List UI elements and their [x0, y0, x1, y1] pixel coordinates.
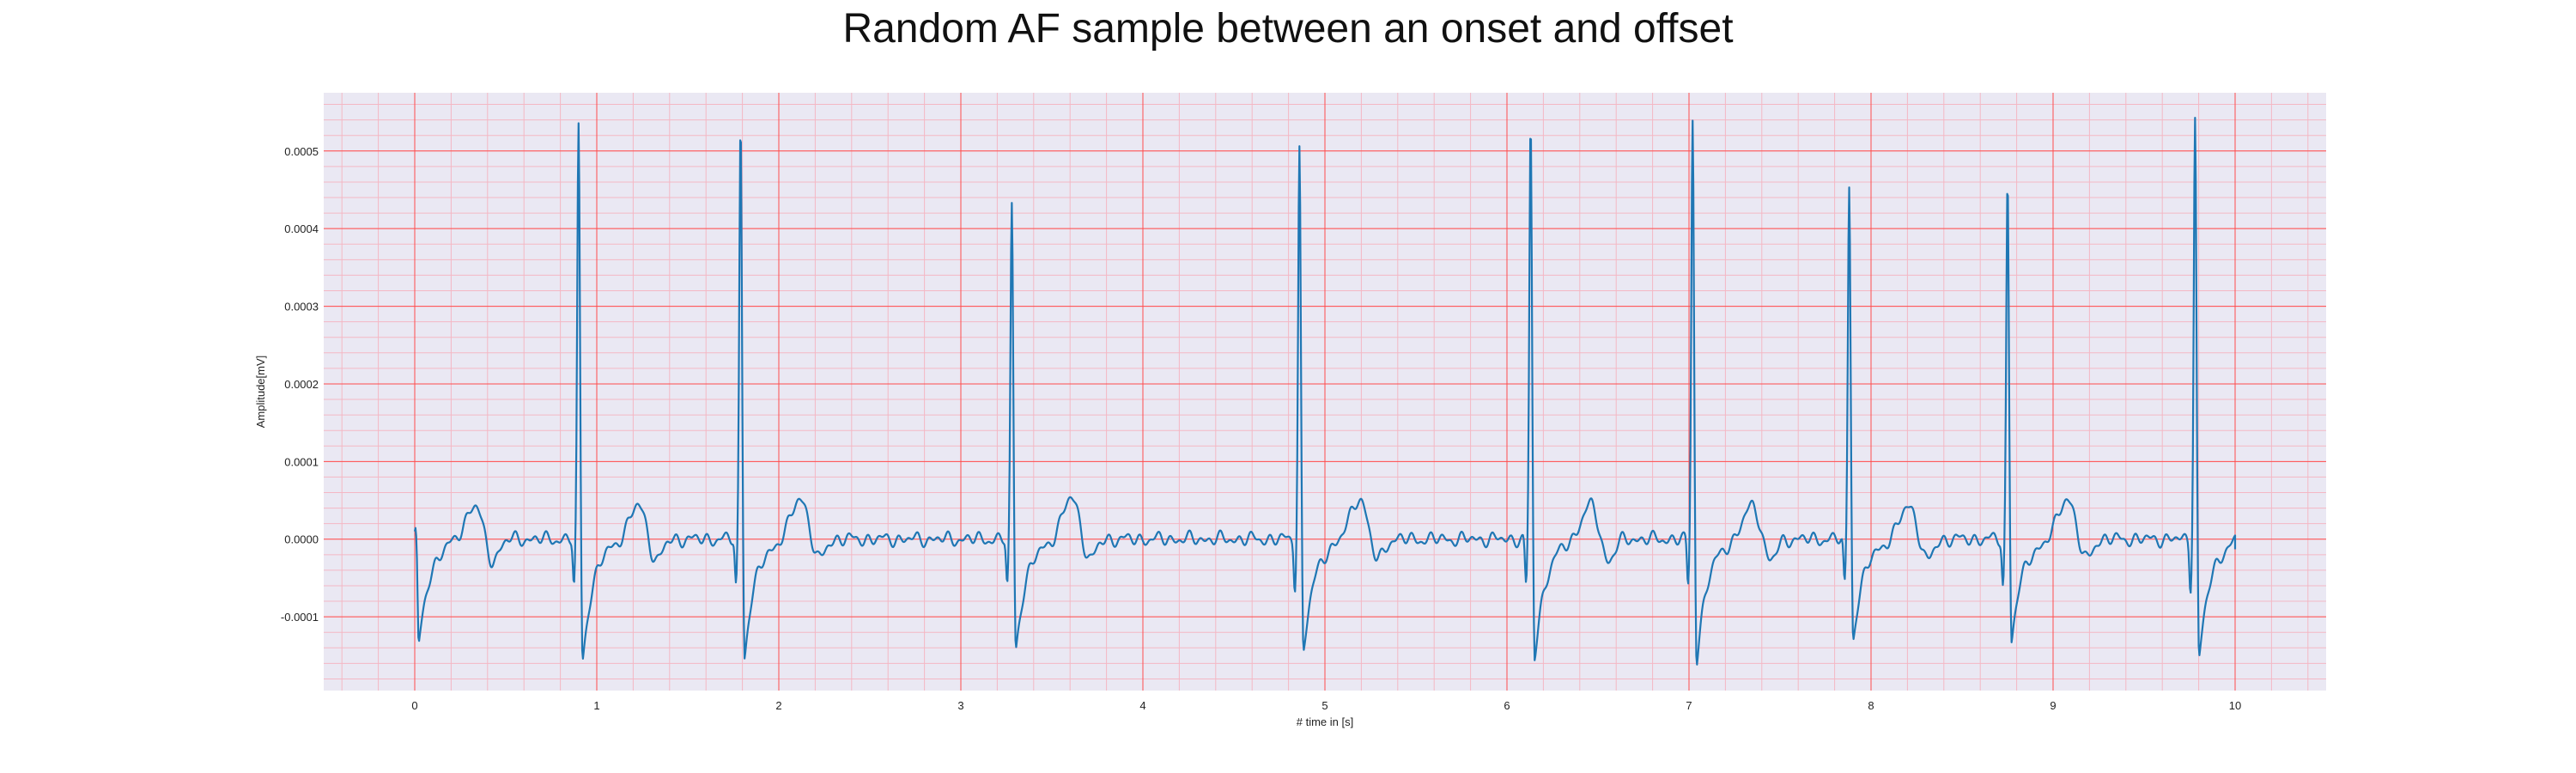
x-tick-label: 4 — [1139, 699, 1145, 712]
x-tick-label: 5 — [1321, 699, 1327, 712]
y-axis-label: Amplitude[mV] — [254, 356, 267, 429]
x-tick-label: 3 — [957, 699, 963, 712]
y-tick-label: 0.0004 — [284, 222, 319, 235]
x-tick-label: 0 — [411, 699, 417, 712]
x-tick-label: 1 — [593, 699, 599, 712]
y-tick-label: 0.0005 — [284, 145, 319, 158]
y-tick-label: -0.0001 — [281, 611, 319, 624]
x-tick-label: 2 — [775, 699, 781, 712]
x-axis-ticks: 0 1 2 3 4 5 6 7 8 9 10 — [411, 699, 2241, 712]
y-tick-label: 0.0000 — [284, 533, 319, 546]
x-tick-label: 10 — [2229, 699, 2241, 712]
y-tick-label: 0.0001 — [284, 455, 319, 468]
x-tick-label: 6 — [1504, 699, 1510, 712]
chart-title: Random AF sample between an onset and of… — [842, 6, 1734, 52]
ecg-series-line — [413, 117, 2237, 666]
y-tick-label: 0.0003 — [284, 301, 319, 313]
y-axis-ticks: -0.0001 0.0000 0.0001 0.0002 0.0003 0.0004 0.0… — [281, 145, 319, 624]
major-grid — [324, 93, 2326, 691]
series-layer — [413, 117, 2237, 666]
x-tick-label: 8 — [1868, 699, 1874, 712]
y-tick-label: 0.0002 — [284, 378, 319, 391]
x-tick-label: 9 — [2050, 699, 2056, 712]
x-tick-label: 7 — [1686, 699, 1692, 712]
x-axis-label: # time in [s] — [1297, 715, 1353, 728]
